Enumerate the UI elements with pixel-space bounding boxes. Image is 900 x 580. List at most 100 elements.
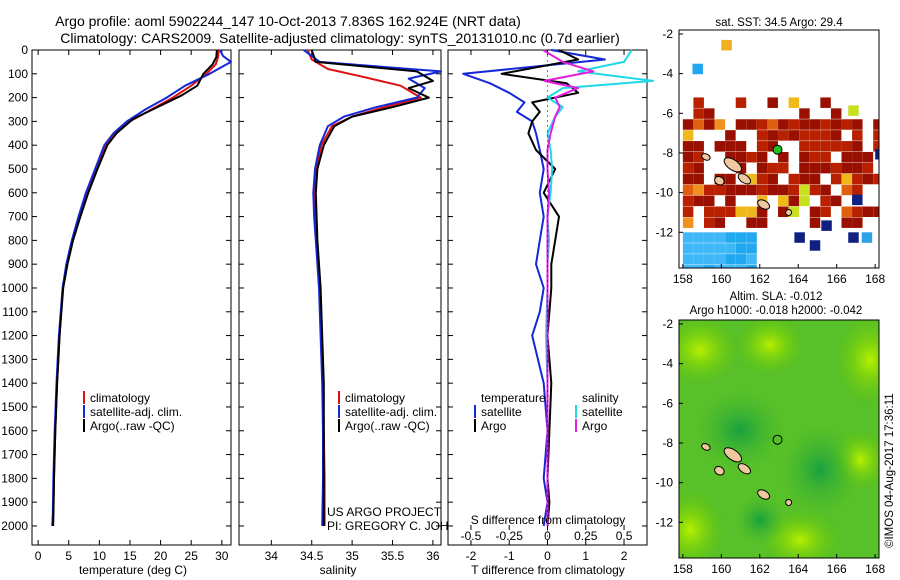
sst-cell (799, 151, 810, 163)
x-tick-label: 30 (215, 549, 229, 563)
difference-series (462, 49, 654, 545)
lat-tick-label: -2 (662, 27, 673, 41)
sst-cell (862, 151, 874, 163)
sst-cell (746, 151, 757, 163)
sst-cell (693, 265, 704, 268)
lat-tick-label: -4 (662, 67, 673, 81)
x-tick-label: 0 (544, 549, 551, 563)
sst-cell (788, 173, 800, 185)
sst-cell (821, 220, 832, 231)
sst-cell (767, 97, 778, 108)
sst-cell (704, 108, 715, 119)
island-shape (737, 173, 752, 185)
sst-cell (799, 195, 810, 207)
sst-cell (809, 130, 821, 141)
temperature-legend: climatology satellite-adj. clim. Argo(..… (83, 391, 182, 433)
sst-cell (820, 119, 831, 130)
sst-cell (756, 141, 768, 152)
lon-tick-label: 164 (788, 562, 808, 576)
credit-pi: PI: GREGORY C. JOHNSON (327, 519, 483, 533)
t-difference-xlabel: T difference from climatology (471, 563, 625, 577)
altimetry-map: Altim. SLA: -0.012 Argo h1000: -0.018 h2… (656, 291, 886, 576)
island-shape (757, 489, 771, 500)
depth-tick-label: 200 (8, 91, 28, 105)
x-tick-label: 34 (265, 549, 279, 563)
sst-cell (809, 184, 821, 196)
sst-cell (841, 217, 852, 228)
sst-cell (820, 141, 831, 152)
sst-cell (693, 243, 704, 254)
sst-cell (809, 162, 821, 174)
sst-cell (735, 206, 747, 218)
sst-cell (852, 162, 863, 174)
legend-label-climatology: climatology (345, 391, 405, 405)
sst-cell (693, 141, 704, 152)
x-tick-label: -2 (466, 549, 477, 563)
s-difference-xlabel: S difference from climatology (471, 513, 626, 527)
sst-cell (714, 232, 726, 243)
series-line-t-satellite (462, 49, 606, 527)
island-shape (785, 208, 793, 216)
sst-cell (693, 119, 704, 130)
sst-cell (873, 130, 879, 141)
sst-cell (714, 217, 726, 228)
legend-label-t-satellite: satellite (481, 405, 522, 419)
legend-label-satellite: satellite-adj. clim. (90, 405, 182, 419)
sst-cell (746, 265, 757, 268)
sst-cell (799, 130, 810, 141)
sst-cell (788, 119, 800, 130)
sst-cell (820, 162, 831, 174)
legend-label-argo: Argo(..raw -QC) (345, 419, 430, 433)
sst-cell (725, 206, 736, 218)
sst-cell (794, 232, 805, 243)
sst-cell (756, 162, 768, 174)
float-marker-dot (772, 144, 783, 155)
land-islands (701, 153, 793, 216)
depth-tick-label: 1700 (1, 448, 28, 462)
sst-cell (714, 265, 726, 268)
depth-tick-label: 800 (8, 233, 28, 247)
sst-cell (841, 141, 852, 152)
sst-cell (841, 173, 852, 185)
sst-cell (841, 206, 852, 218)
island-shape (785, 498, 793, 506)
island-shape (701, 153, 711, 161)
legend-label-argo: Argo(..raw -QC) (90, 419, 175, 433)
x-tick-label: 2 (621, 549, 628, 563)
altimetry-title-line1: Altim. SLA: -0.012 (730, 291, 823, 303)
depth-tick-label: 1500 (1, 400, 28, 414)
lat-tick-label: -8 (662, 436, 673, 450)
depth-axis: 0 100 200 300 400 500 600 700 800 900 1000 1100 1200… (1, 43, 28, 533)
sst-cell (848, 105, 859, 116)
island-shape (701, 443, 711, 451)
sst-cell (725, 265, 736, 268)
lat-tick-label: -10 (656, 186, 674, 200)
sst-cell (756, 217, 768, 228)
depth-tick-label: 300 (8, 114, 28, 128)
temperature-x-axis: 0 5 10 15 20 25 30 (32, 49, 231, 563)
legend-label-s-satellite: satellite (582, 405, 623, 419)
sst-cell (841, 119, 852, 130)
temperature-plot-frame (31, 49, 232, 546)
sst-cell (682, 232, 694, 243)
sst-cell (778, 119, 789, 130)
sst-cell (693, 162, 704, 174)
legend-label-t-argo: Argo (481, 419, 507, 433)
altimetry-map-lon-axis: 158 160 162 164 166 168 (673, 554, 885, 576)
s-tick-label: -0.5 (461, 529, 482, 543)
sst-cell (721, 39, 732, 51)
sst-cell (725, 232, 736, 243)
sst-cell (830, 162, 842, 174)
sst-cell (682, 141, 694, 152)
x-tick-label: 25 (185, 549, 199, 563)
lon-tick-label: 158 (673, 272, 693, 286)
x-tick-label: 0 (35, 549, 42, 563)
sst-cell (799, 119, 810, 130)
sst-cell (746, 173, 757, 185)
float-position-marker (772, 434, 783, 445)
sst-cell (809, 119, 821, 130)
sst-cell (875, 149, 879, 160)
sst-cell (852, 130, 863, 141)
sst-cell (820, 195, 831, 207)
series-line-satellite-adj-clim- (303, 49, 442, 527)
